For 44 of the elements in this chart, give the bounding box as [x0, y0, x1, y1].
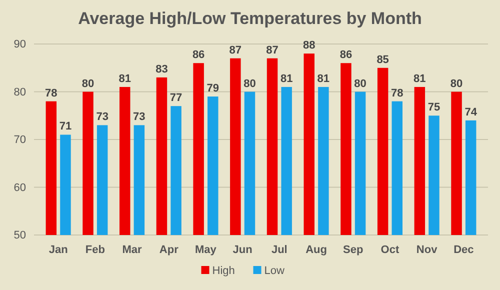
- data-label: 78: [391, 87, 404, 100]
- x-tick-label: Dec: [454, 244, 474, 256]
- legend-label: High: [212, 265, 235, 277]
- data-label: 86: [192, 49, 205, 62]
- x-tick-label: Mar: [122, 244, 143, 256]
- data-label: 80: [244, 78, 256, 90]
- x-tick-label: Aug: [306, 244, 327, 256]
- data-label: 79: [206, 82, 220, 95]
- data-label: 80: [354, 78, 366, 90]
- data-label: 77: [170, 92, 182, 104]
- x-tick-label: Jun: [232, 244, 253, 256]
- chart-title: Average High/Low Temperatures by Month: [78, 9, 422, 28]
- data-label: 87: [229, 44, 242, 56]
- data-label: 80: [82, 78, 94, 90]
- x-tick-label: Oct: [380, 244, 400, 256]
- data-label: 81: [280, 72, 293, 85]
- data-label: 75: [428, 102, 440, 114]
- x-tick-label: Apr: [159, 244, 180, 256]
- y-tick-label: 50: [14, 230, 26, 242]
- y-tick-label: 80: [14, 86, 26, 98]
- legend-label: Low: [264, 265, 284, 277]
- x-tick-label: Sep: [343, 244, 364, 256]
- x-tick-label: Feb: [85, 244, 106, 256]
- x-tick-label: Nov: [416, 244, 438, 256]
- data-label: 87: [266, 44, 278, 56]
- x-tick-label: Jan: [48, 244, 68, 256]
- data-label: 71: [59, 120, 72, 133]
- x-tick-label: Jul: [271, 244, 288, 256]
- data-label: 80: [450, 78, 463, 90]
- data-label: 85: [376, 54, 389, 66]
- y-tick-label: 90: [14, 38, 26, 51]
- y-tick-label: 60: [14, 182, 26, 194]
- data-label: 73: [133, 111, 146, 124]
- data-label: 74: [464, 106, 478, 118]
- y-tick-label: 70: [14, 134, 26, 146]
- data-label: 88: [302, 40, 316, 52]
- data-label: 86: [340, 49, 352, 62]
- data-label: 81: [118, 72, 131, 85]
- data-label: 78: [45, 87, 58, 100]
- data-label: 81: [414, 72, 426, 85]
- x-tick-label: May: [195, 244, 218, 256]
- data-label: 83: [156, 63, 168, 76]
- data-label: 73: [96, 111, 108, 124]
- data-label: 81: [317, 72, 330, 85]
